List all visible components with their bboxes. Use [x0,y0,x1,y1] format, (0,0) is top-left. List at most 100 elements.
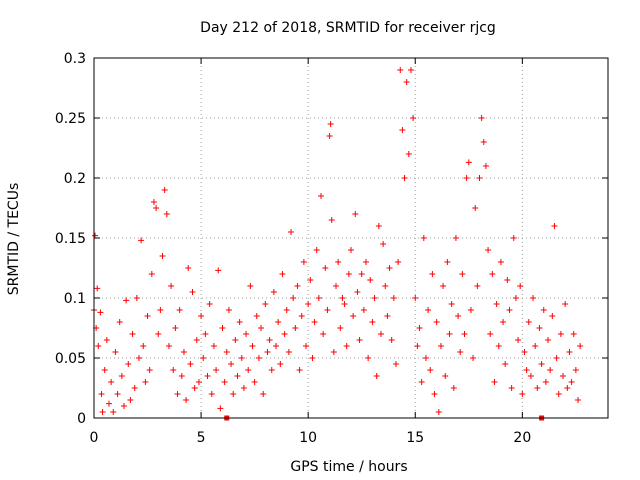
data-point [446,331,453,337]
data-point [523,367,530,373]
data-point [450,385,457,391]
x-tick-label: 15 [406,430,424,446]
data-point [191,385,198,391]
data-point [341,301,348,307]
data-point [352,211,359,217]
data-point [472,205,479,211]
data-point [195,379,202,385]
y-tick-label: 0.3 [64,51,86,67]
data-point [285,349,292,355]
data-point [382,283,389,289]
data-point [262,301,269,307]
y-axis-label: SRMTID / TECUs [6,183,22,296]
data-point [125,361,132,367]
data-point [386,265,393,271]
data-point [268,367,275,373]
data-point [178,373,185,379]
data-point [495,343,502,349]
data-point [94,285,101,292]
data-point [120,403,127,409]
data-point [204,373,211,379]
data-point [300,259,307,265]
data-point [461,331,468,337]
data-point [146,367,153,373]
data-point [200,355,207,361]
axis-ticks: 0 0.05 0.1 0.15 0.2 0.25 0.3 0 5 10 15 20 [55,51,608,446]
data-point [534,385,541,391]
data-point [307,277,314,283]
data-point [508,385,515,391]
data-point [448,301,455,307]
data-point [123,297,130,304]
data-point [328,217,335,223]
data-point [572,367,579,373]
data-point [327,121,334,127]
data-point [348,247,354,253]
data-point [465,159,472,166]
data-point [228,361,235,367]
data-point [215,267,222,274]
data-point [273,343,280,349]
data-point [140,343,147,349]
data-point [510,235,517,241]
data-point [251,379,258,385]
data-point [474,283,481,289]
data-point [326,133,333,139]
data-point [547,367,554,373]
data-point [493,301,500,307]
data-point [153,205,160,211]
data-point [315,295,322,301]
data-point [324,307,331,313]
data-point [202,331,209,337]
data-point [97,309,104,316]
data-point [384,313,391,319]
data-point [553,355,560,361]
data-point [476,175,483,181]
data-point [442,373,449,379]
data-point [502,361,509,367]
data-point [296,367,303,373]
data-point [311,319,318,325]
data-point [170,367,177,373]
data-point [236,319,243,325]
data-point [131,385,138,391]
x-tick-label: 0 [90,430,99,446]
data-point [412,295,419,301]
data-point [283,307,290,313]
data-point [275,319,282,325]
data-point [219,325,226,331]
data-point [305,301,312,307]
data-point [193,337,200,343]
data-point [180,349,187,355]
data-point [163,211,170,217]
y-tick-label: 0.15 [55,231,86,247]
data-point [232,337,239,343]
data-point [459,271,466,277]
data-point [577,343,584,349]
data-point [161,187,168,193]
data-point [110,409,117,415]
data-point [174,391,181,397]
data-point [538,361,545,367]
data-point [223,349,230,355]
data-point [238,355,245,361]
data-point [108,379,115,385]
data-point [281,331,288,337]
x-axis-label: GPS time / hours [290,459,407,475]
data-point [260,391,267,397]
data-point [497,259,504,265]
data-point [568,379,575,385]
data-point [557,331,564,337]
data-point [266,337,273,343]
data-point [135,355,142,361]
data-point [354,289,361,295]
data-point [519,391,526,397]
data-point [255,355,262,361]
data-point [176,307,183,313]
data-point [98,391,105,397]
data-point [339,295,346,301]
data-point [360,307,367,313]
data-point [253,313,260,319]
data-point [358,271,365,277]
data-point [480,139,487,145]
